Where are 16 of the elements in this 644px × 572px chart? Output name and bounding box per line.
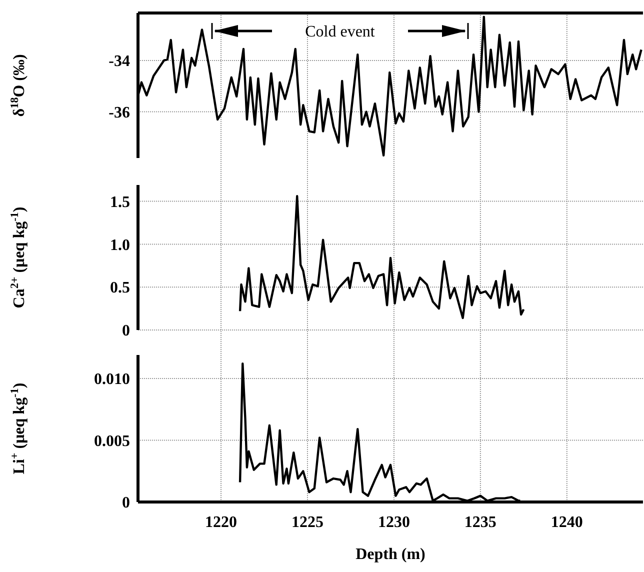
y-tick-label: 0 [122,494,130,512]
y-tick-label: 1.0 [110,236,130,254]
x-tick-label: 1230 [378,514,410,531]
x-axis-title: Depth (m) [356,546,426,563]
x-tick-label: 1240 [550,514,583,531]
y-tick-label: 0.010 [94,371,130,388]
x-tick-label: 1235 [464,514,496,531]
y-tick-label: 0 [122,322,130,340]
annotation: Cold event [305,24,376,41]
y-tick-label: 1.5 [110,194,130,211]
y-tick-label: -34 [108,53,130,70]
y-tick-label: -36 [108,104,130,122]
x-tick-label: 1220 [205,514,238,531]
x-tick-label: 1225 [291,514,324,531]
y-tick-label: 0.5 [110,280,130,297]
y-tick-label: 0.005 [94,432,130,450]
